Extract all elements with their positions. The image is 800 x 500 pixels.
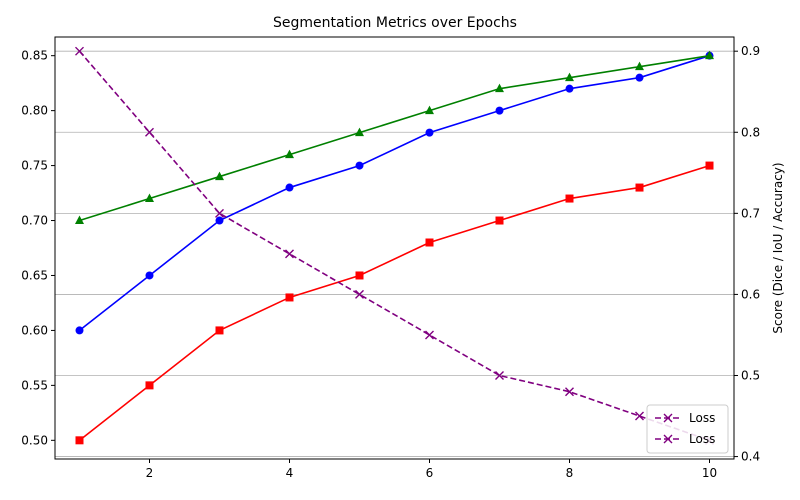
series-0-point-7 [565, 84, 574, 93]
x-axis: 2 4 6 8 10 [146, 459, 717, 480]
series-layer [75, 46, 714, 445]
y-left-tick-label-2: 0.60 [21, 323, 48, 337]
series-2-point-1 [145, 193, 154, 203]
x-tick-label-3: 8 [566, 466, 574, 480]
chart-title: Segmentation Metrics over Epochs [273, 15, 517, 31]
legend-entry-0: Loss [655, 411, 715, 425]
series-0-point-5 [425, 128, 434, 137]
series-0-point-8 [635, 73, 644, 82]
series-2-point-7 [565, 72, 574, 82]
series-3-point-0 [75, 46, 84, 56]
x-tick-label-2: 6 [426, 466, 434, 480]
y-left-tick-label-0: 0.50 [21, 433, 48, 447]
legend-swatch-marker-1 [663, 434, 673, 444]
y-right-tick-label-0: 0.4 [741, 450, 760, 464]
series-1-point-1 [145, 381, 154, 390]
series-1-line [79, 164, 710, 441]
series-3-point-2 [215, 208, 224, 218]
legend-box [646, 404, 729, 454]
legend-swatch-marker-0 [663, 413, 673, 423]
series-3-point-4 [355, 289, 364, 299]
plot-frame [54, 36, 735, 460]
series-2-point-8 [635, 61, 644, 71]
series-3-line [78, 50, 710, 442]
series-3-point-3 [285, 249, 294, 259]
series-1-point-8 [635, 183, 644, 192]
series-0-point-0 [75, 326, 84, 335]
series-1 [75, 161, 714, 445]
series-0-point-6 [495, 106, 504, 115]
series-3-point-6 [495, 370, 504, 380]
series-3-point-7 [565, 387, 574, 397]
series-1-point-5 [425, 238, 434, 247]
series-1-point-6 [495, 216, 504, 225]
y-axis-right-label: Score (Dice / IoU / Accuracy) [771, 162, 785, 333]
y-left-tick-label-6: 0.80 [21, 104, 48, 118]
y-left-tick-label-5: 0.75 [21, 159, 48, 173]
y-right-tick-label-3: 0.7 [741, 206, 760, 220]
series-1-point-9 [705, 161, 714, 170]
x-tick-label-4: 10 [702, 466, 717, 480]
series-2-point-2 [215, 171, 224, 181]
series-0-point-2 [215, 216, 224, 225]
series-2-point-6 [495, 83, 504, 93]
series-2-point-5 [425, 105, 434, 115]
series-1-point-4 [355, 271, 364, 280]
y-left-tick-label-1: 0.55 [21, 378, 48, 392]
series-2 [75, 50, 714, 225]
series-1-point-3 [285, 293, 294, 302]
x-tick-label-1: 4 [286, 466, 294, 480]
y-right-tick-label-2: 0.6 [741, 287, 760, 301]
legend-entry-1: Loss [655, 432, 715, 446]
y-left-tick-label-4: 0.70 [21, 214, 48, 228]
series-0-point-1 [145, 271, 154, 280]
series-1-point-7 [565, 194, 574, 203]
y-axis-left: 0.50 0.55 0.60 0.65 0.70 0.75 0.80 0.85 [21, 49, 55, 447]
y-left-tick-label-3: 0.65 [21, 268, 48, 282]
x-tick-label-0: 2 [146, 466, 154, 480]
legend-label-1: Loss [689, 432, 715, 446]
legend-label-0: Loss [689, 411, 715, 425]
series-0 [75, 51, 714, 335]
y-right-tick-label-5: 0.9 [741, 44, 760, 58]
series-1-point-0 [75, 436, 84, 445]
series-3-point-8 [635, 411, 644, 421]
y-left-tick-label-7: 0.85 [21, 49, 48, 63]
legend: Loss Loss [646, 404, 729, 454]
series-2-point-9 [705, 50, 714, 60]
y-right-tick-label-4: 0.8 [741, 125, 760, 139]
y-right-tick-label-1: 0.5 [741, 368, 760, 382]
series-3-point-5 [425, 330, 434, 340]
grid-layer [55, 50, 734, 457]
series-0-point-3 [285, 183, 294, 192]
series-2-point-0 [75, 215, 84, 225]
series-2-point-3 [285, 149, 294, 159]
series-0-point-4 [355, 161, 364, 170]
series-3-point-1 [145, 127, 154, 137]
y-axis-right: 0.4 0.5 0.6 0.7 0.8 0.9 [734, 44, 760, 464]
series-2-line [79, 54, 710, 222]
series-0-line [79, 54, 710, 332]
series-2-point-4 [355, 127, 364, 137]
series-1-point-2 [215, 326, 224, 335]
